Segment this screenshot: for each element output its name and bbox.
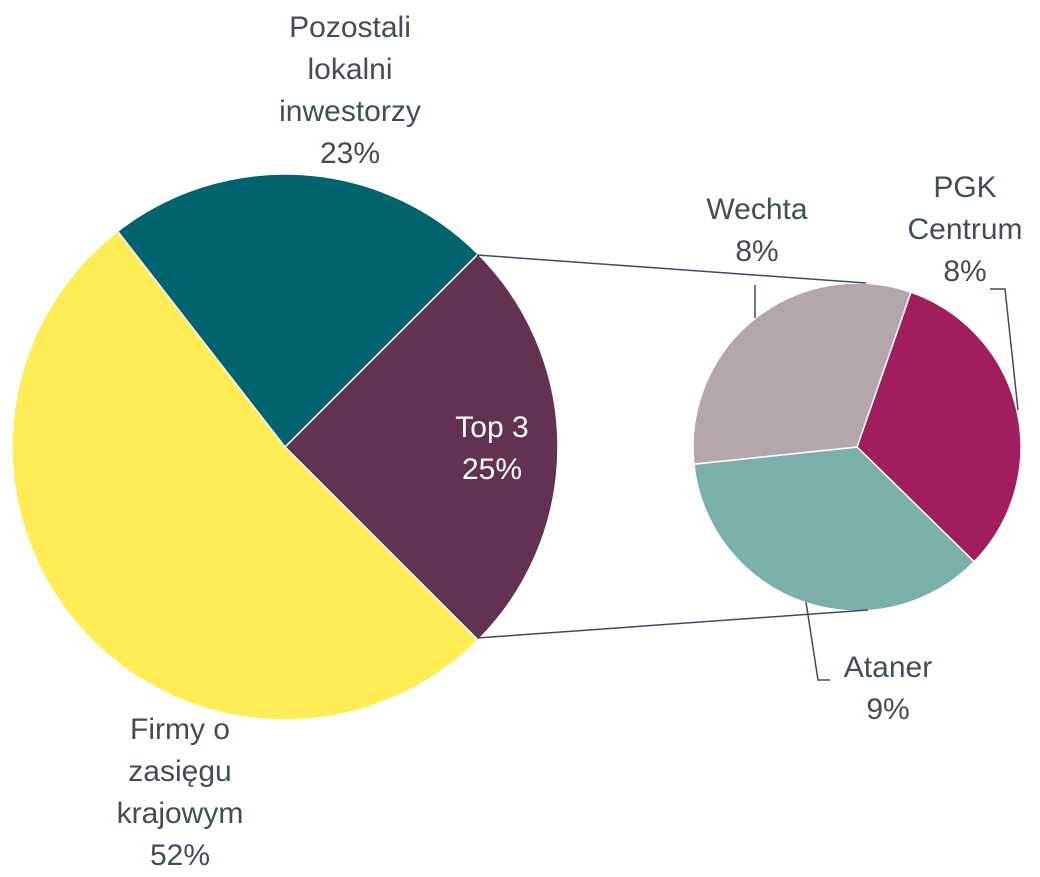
label-name: Top 3 — [455, 411, 529, 444]
pie-slice — [11, 230, 480, 721]
leader-line — [805, 601, 830, 681]
label-value: 8% — [943, 255, 987, 288]
connectors — [476, 254, 1019, 681]
connector-line — [476, 254, 867, 284]
connector-line — [476, 609, 869, 639]
pie-slice — [856, 291, 1022, 563]
label-name: PGK Centrum — [907, 171, 1023, 246]
data-label: Wechta 8% — [682, 189, 832, 273]
label-name: Ataner — [843, 651, 933, 684]
label-name: Firmy o zasięgu krajowym — [116, 713, 244, 830]
pie-slice — [283, 252, 559, 642]
label-name: Pozostali lokalni inwestorzy — [279, 11, 421, 128]
label-value: 23% — [319, 137, 381, 170]
data-label: PGK Centrum 8% — [890, 167, 1040, 293]
pie-slice — [116, 173, 480, 449]
leader-line — [990, 288, 1019, 411]
pie-slice — [693, 446, 976, 612]
pie-slice — [692, 282, 912, 465]
data-label: Top 3 25% — [417, 407, 567, 491]
data-label: Firmy o zasięgu krajowym 52% — [95, 709, 265, 877]
label-value: 52% — [149, 839, 211, 872]
label-value: 25% — [461, 453, 523, 486]
data-label: Ataner 9% — [813, 647, 963, 731]
marks — [11, 173, 1022, 721]
label-value: 8% — [735, 235, 779, 268]
label-value: 9% — [866, 693, 910, 726]
label-name: Wechta — [706, 193, 808, 226]
data-label: Pozostali lokalni inwestorzy 23% — [260, 7, 440, 175]
